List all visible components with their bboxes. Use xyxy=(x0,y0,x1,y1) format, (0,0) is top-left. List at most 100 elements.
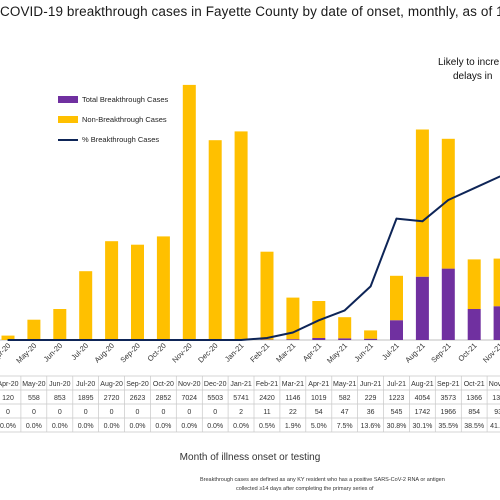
table-cell-percent: 0.0% xyxy=(52,423,68,430)
bar-non-breakthrough xyxy=(79,271,93,340)
table-cell-percent: 41.5% xyxy=(490,423,500,430)
bar-breakthrough xyxy=(415,276,429,340)
annotation-line-1: Likely to incre xyxy=(438,57,500,68)
table-cell-percent: 7.5% xyxy=(337,423,353,430)
bar-non-breakthrough xyxy=(27,319,41,340)
table-cell-non-breakthrough: 558 xyxy=(28,395,40,402)
x-tick-label: Jun-21 xyxy=(352,341,375,364)
table-cell-breakthrough: 0 xyxy=(32,409,36,416)
table-cell-non-breakthrough: 1019 xyxy=(311,395,327,402)
table-cell-percent: 0.0% xyxy=(78,423,94,430)
table-cell-month: Oct-20 xyxy=(153,381,174,388)
table-cell-breakthrough: 0 xyxy=(161,409,165,416)
x-tick-label: Aug-20 xyxy=(93,341,116,364)
table-cell-month: Nov-20 xyxy=(178,381,201,388)
table-cell-non-breakthrough: 3573 xyxy=(441,395,457,402)
x-tick-label: Oct-21 xyxy=(456,341,478,363)
point-percent-breakthrough xyxy=(33,339,35,341)
table-cell-month: Jul-21 xyxy=(387,381,406,388)
point-percent-breakthrough xyxy=(318,319,320,322)
bar-non-breakthrough xyxy=(493,258,500,307)
table-cell-percent: 1.9% xyxy=(285,423,301,430)
point-percent-breakthrough xyxy=(473,187,476,189)
table-cell-non-breakthrough: 1223 xyxy=(389,395,405,402)
bar-breakthrough xyxy=(364,338,378,340)
x-tick-label: Jun-20 xyxy=(42,341,65,364)
bar-non-breakthrough xyxy=(208,140,222,340)
bar-non-breakthrough xyxy=(156,236,170,340)
table-cell-breakthrough: 1966 xyxy=(441,409,457,416)
x-tick-label: Aug-21 xyxy=(403,341,426,364)
table-cell-month: Aug-20 xyxy=(100,381,123,388)
table-cell-breakthrough: 0 xyxy=(110,409,114,416)
bar-non-breakthrough xyxy=(53,309,67,340)
point-percent-breakthrough xyxy=(59,339,61,341)
table-cell-month: Aug-21 xyxy=(411,381,434,388)
bar-non-breakthrough xyxy=(390,275,403,321)
table-cell-non-breakthrough: 1366 xyxy=(466,395,482,402)
bar-non-breakthrough xyxy=(182,84,196,341)
table-cell-month: Feb-21 xyxy=(256,381,278,388)
footnote-line-2: collected ≥14 days after completing the … xyxy=(236,486,374,492)
legend-label-percent: % Breakthrough Cases xyxy=(82,135,160,144)
bar-breakthrough xyxy=(441,268,455,340)
table-cell-breakthrough: 11 xyxy=(263,409,270,416)
point-percent-breakthrough xyxy=(292,331,294,334)
table-cell-breakthrough: 47 xyxy=(341,409,349,416)
table-cell-percent: 13.6% xyxy=(361,423,381,430)
table-cell-non-breakthrough: 1146 xyxy=(285,395,300,402)
table-cell-breakthrough: 0 xyxy=(136,409,140,416)
table-cell-percent: 38.5% xyxy=(464,423,484,430)
point-percent-breakthrough xyxy=(7,339,9,341)
table-cell-month: Jun-20 xyxy=(49,381,71,388)
table-cell-percent: 0.0% xyxy=(104,423,120,430)
bar-non-breakthrough xyxy=(338,317,352,339)
table-cell-percent: 0.0% xyxy=(233,423,249,430)
legend-swatch-breakthrough xyxy=(58,96,78,103)
legend-label-breakthrough: Total Breakthrough Cases xyxy=(82,95,169,104)
legend-swatch-percent xyxy=(58,139,78,141)
bar-non-breakthrough xyxy=(441,138,455,269)
table-cell-month: Jun-21 xyxy=(360,381,382,388)
footnote: Breakthrough cases are defined as any KY… xyxy=(200,476,500,494)
table-cell-breakthrough: 36 xyxy=(367,409,375,416)
table-cell-breakthrough: 54 xyxy=(315,409,323,416)
point-percent-breakthrough xyxy=(188,339,191,341)
bar-non-breakthrough xyxy=(286,297,300,340)
table-cell-percent: 0.5% xyxy=(259,423,275,430)
table-cell-non-breakthrough: 120 xyxy=(2,395,14,402)
x-tick-label: Sep-21 xyxy=(429,341,452,364)
x-tick-label: Jul-21 xyxy=(380,341,401,362)
table-cell-breakthrough: 545 xyxy=(391,409,403,416)
table-cell-month: Sep-20 xyxy=(126,381,149,388)
x-tick-label: Dec-20 xyxy=(196,341,219,364)
table-cell-non-breakthrough: 2852 xyxy=(156,395,172,402)
table-cell-breakthrough: 0 xyxy=(187,409,191,416)
bar-non-breakthrough xyxy=(364,330,378,339)
x-tick-label: Apr-20 xyxy=(0,341,12,363)
legend-swatch-non-breakthrough xyxy=(58,116,78,123)
point-percent-breakthrough xyxy=(214,339,216,341)
bar-breakthrough xyxy=(312,338,326,340)
table-cell-month: Mar-21 xyxy=(282,381,304,388)
point-percent-breakthrough xyxy=(136,339,139,341)
table-cell-non-breakthrough: 853 xyxy=(54,395,66,402)
bar-non-breakthrough xyxy=(467,259,481,309)
x-tick-label: Oct-20 xyxy=(146,341,168,363)
table-cell-percent: 35.5% xyxy=(438,423,458,430)
table-cell-non-breakthrough: 2623 xyxy=(130,395,146,402)
table-cell-percent: 30.8% xyxy=(387,423,407,430)
table-cell-percent: 0.0% xyxy=(155,423,171,430)
bar-breakthrough xyxy=(390,320,403,340)
x-axis-label: Month of illness onset or testing xyxy=(179,452,321,463)
point-percent-breakthrough xyxy=(343,309,346,312)
table-cell-month: May-20 xyxy=(22,381,45,388)
table-cell-non-breakthrough: 2420 xyxy=(259,395,275,402)
annotation-line-2: delays in xyxy=(453,71,493,82)
table-cell-percent: 30.1% xyxy=(412,423,432,430)
x-tick-label: Feb-21 xyxy=(248,341,271,364)
table-cell-non-breakthrough: 1312 xyxy=(492,395,500,402)
point-percent-breakthrough xyxy=(369,285,372,288)
point-percent-breakthrough xyxy=(447,199,450,201)
